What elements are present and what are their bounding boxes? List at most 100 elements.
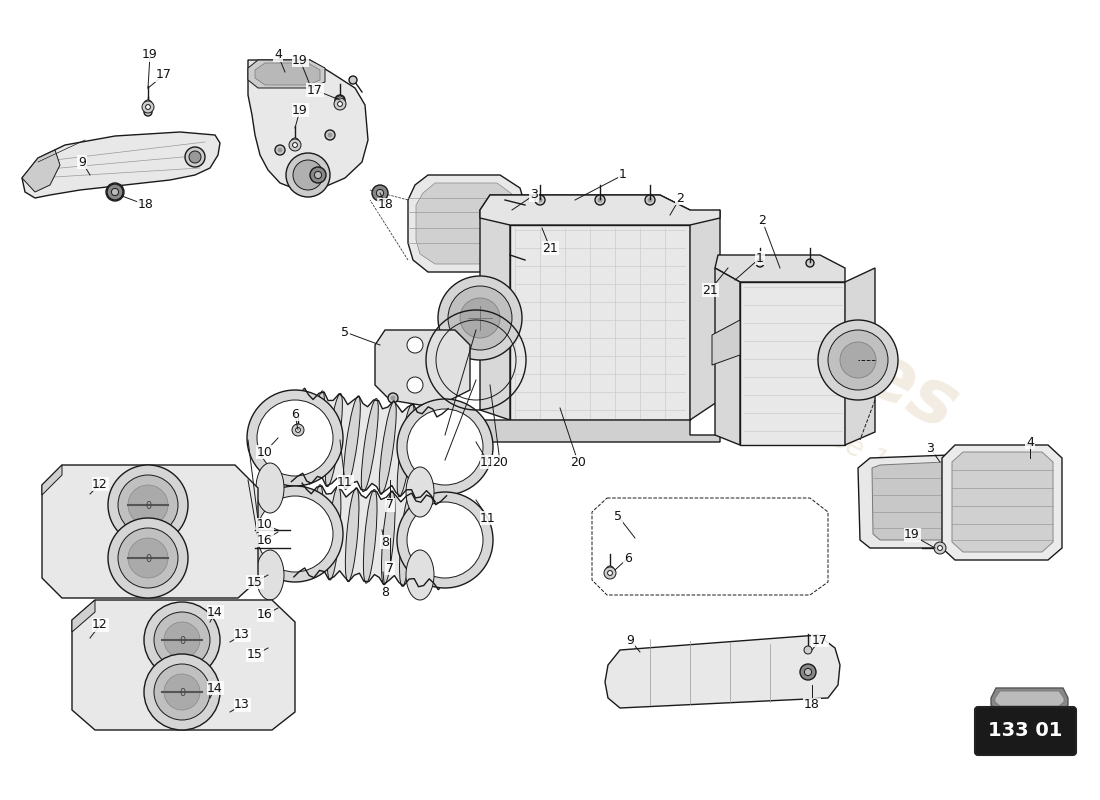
Text: 17: 17 bbox=[307, 83, 323, 97]
Polygon shape bbox=[22, 132, 220, 198]
Circle shape bbox=[142, 101, 154, 113]
Ellipse shape bbox=[379, 401, 396, 494]
Ellipse shape bbox=[361, 398, 378, 492]
Circle shape bbox=[800, 664, 816, 680]
Circle shape bbox=[144, 100, 152, 108]
Circle shape bbox=[604, 567, 616, 579]
Circle shape bbox=[289, 139, 301, 151]
Circle shape bbox=[338, 98, 342, 102]
Text: 6: 6 bbox=[624, 551, 631, 565]
Text: 19: 19 bbox=[293, 103, 308, 117]
Text: 4: 4 bbox=[1026, 435, 1034, 449]
Text: 14: 14 bbox=[207, 606, 223, 618]
Polygon shape bbox=[248, 60, 368, 190]
Text: 11: 11 bbox=[480, 455, 496, 469]
Polygon shape bbox=[510, 225, 690, 420]
Text: 0: 0 bbox=[145, 554, 151, 564]
Ellipse shape bbox=[328, 486, 341, 580]
Circle shape bbox=[248, 390, 343, 486]
Text: 12: 12 bbox=[92, 478, 108, 490]
Circle shape bbox=[164, 674, 200, 710]
Ellipse shape bbox=[382, 491, 395, 585]
Circle shape bbox=[106, 183, 124, 201]
Circle shape bbox=[110, 187, 120, 197]
Ellipse shape bbox=[363, 490, 377, 583]
Text: 0: 0 bbox=[145, 501, 151, 511]
Polygon shape bbox=[248, 60, 324, 88]
Text: 133 01: 133 01 bbox=[988, 722, 1063, 741]
Circle shape bbox=[937, 546, 943, 550]
Polygon shape bbox=[740, 282, 845, 445]
Ellipse shape bbox=[399, 493, 414, 586]
Circle shape bbox=[294, 424, 302, 432]
Text: 10: 10 bbox=[257, 518, 273, 531]
Polygon shape bbox=[872, 462, 952, 540]
Circle shape bbox=[595, 195, 605, 205]
Circle shape bbox=[107, 184, 123, 200]
Text: 13: 13 bbox=[234, 629, 250, 642]
Circle shape bbox=[145, 105, 151, 110]
Circle shape bbox=[144, 654, 220, 730]
Circle shape bbox=[804, 646, 812, 654]
Ellipse shape bbox=[309, 485, 322, 578]
Polygon shape bbox=[416, 183, 515, 264]
Polygon shape bbox=[480, 195, 690, 225]
Ellipse shape bbox=[415, 406, 432, 499]
Circle shape bbox=[535, 195, 544, 205]
Ellipse shape bbox=[345, 488, 359, 582]
Ellipse shape bbox=[289, 389, 307, 482]
Text: 17: 17 bbox=[812, 634, 828, 646]
Ellipse shape bbox=[292, 483, 305, 577]
Circle shape bbox=[189, 151, 201, 163]
Text: 10: 10 bbox=[257, 446, 273, 458]
Circle shape bbox=[292, 424, 304, 436]
Circle shape bbox=[407, 502, 483, 578]
Polygon shape bbox=[292, 389, 448, 502]
Circle shape bbox=[818, 320, 898, 400]
Circle shape bbox=[286, 153, 330, 197]
Text: 2: 2 bbox=[758, 214, 766, 226]
Text: 6: 6 bbox=[292, 407, 299, 421]
Circle shape bbox=[934, 542, 946, 554]
Circle shape bbox=[118, 528, 178, 588]
Circle shape bbox=[597, 198, 603, 202]
Circle shape bbox=[756, 259, 764, 267]
Polygon shape bbox=[480, 420, 720, 442]
Text: 3: 3 bbox=[530, 189, 538, 202]
Circle shape bbox=[407, 409, 483, 485]
Polygon shape bbox=[480, 210, 510, 420]
Polygon shape bbox=[22, 150, 61, 192]
Circle shape bbox=[293, 142, 297, 147]
Text: 17: 17 bbox=[156, 69, 172, 82]
Text: 18: 18 bbox=[139, 198, 154, 211]
Text: 12: 12 bbox=[92, 618, 108, 631]
Text: 7: 7 bbox=[386, 498, 394, 511]
Polygon shape bbox=[996, 691, 1064, 706]
Circle shape bbox=[328, 133, 332, 138]
Circle shape bbox=[338, 102, 342, 106]
Circle shape bbox=[336, 96, 344, 104]
Text: 8: 8 bbox=[381, 535, 389, 549]
Text: 1: 1 bbox=[756, 251, 763, 265]
Text: 20: 20 bbox=[570, 455, 586, 469]
Circle shape bbox=[606, 566, 614, 574]
Circle shape bbox=[407, 337, 424, 353]
Text: 19: 19 bbox=[293, 54, 308, 66]
Polygon shape bbox=[375, 330, 470, 405]
Circle shape bbox=[185, 147, 205, 167]
Circle shape bbox=[108, 518, 188, 598]
Circle shape bbox=[390, 395, 396, 401]
Circle shape bbox=[349, 76, 358, 84]
Text: 13: 13 bbox=[234, 698, 250, 711]
Text: 21: 21 bbox=[542, 242, 558, 254]
Ellipse shape bbox=[308, 391, 324, 484]
Text: 5: 5 bbox=[341, 326, 349, 338]
Circle shape bbox=[277, 147, 283, 153]
Text: 0: 0 bbox=[179, 636, 185, 646]
Ellipse shape bbox=[256, 463, 284, 513]
Polygon shape bbox=[712, 320, 740, 365]
Circle shape bbox=[372, 185, 388, 201]
Polygon shape bbox=[605, 635, 840, 708]
Polygon shape bbox=[845, 268, 875, 445]
Circle shape bbox=[648, 198, 652, 202]
